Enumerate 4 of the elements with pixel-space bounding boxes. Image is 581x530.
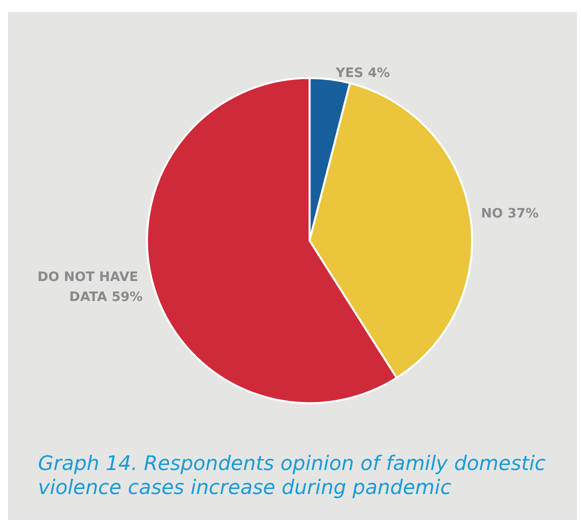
slice-label: DO NOT HAVE DATA 59% bbox=[37, 270, 143, 306]
slice-label: NO 37% bbox=[481, 206, 539, 222]
slice-label: YES 4% bbox=[334, 66, 390, 81]
text: Graph 14. Respondents opinion of family domestic violence cases increase during pandemic bbox=[38, 451, 552, 499]
